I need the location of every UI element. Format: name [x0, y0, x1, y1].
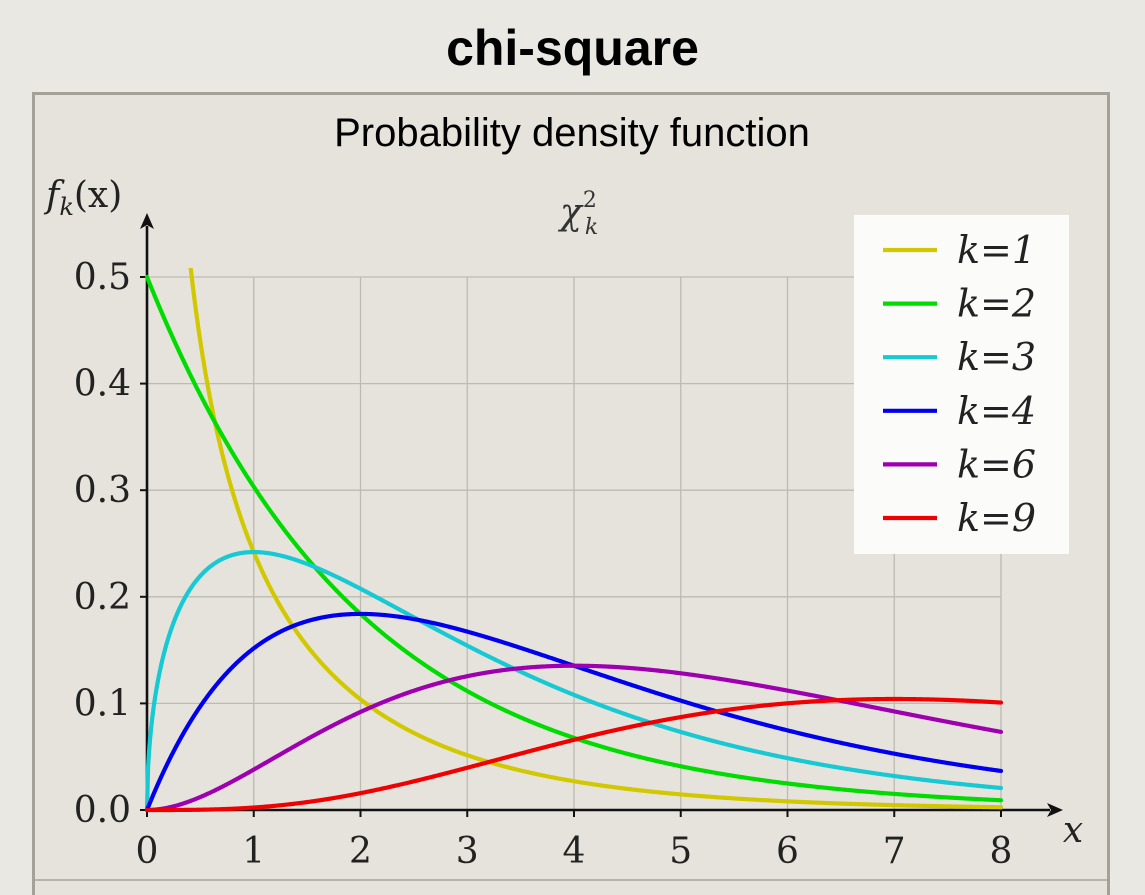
x-tick-label: 8 [990, 831, 1013, 872]
x-tick-label: 0 [136, 831, 159, 872]
page-title: chi-square [446, 20, 699, 76]
tick-labels: 0 1 2 3 4 5 6 7 8 0.0 0.1 0.2 0.3 0.4 0.5 [74, 257, 1013, 872]
y-tick-label: 0.5 [74, 257, 131, 298]
chart-title: Probability density function [334, 111, 810, 155]
y-axis-arrow [140, 213, 154, 229]
legend-label-k3: k=3 [957, 335, 1036, 379]
x-tick-label: 2 [349, 831, 372, 872]
series-lines [144, 268, 1004, 813]
x-tick-label: 4 [563, 831, 586, 872]
legend-box [854, 215, 1069, 554]
legend-label-k9: k=9 [957, 496, 1036, 540]
x-tick-label: 3 [456, 831, 479, 872]
legend-label-k1: k=1 [957, 228, 1036, 272]
legend-label-k6: k=6 [957, 442, 1036, 486]
x-tick-label: 7 [883, 831, 906, 872]
y-tick-label: 0.2 [74, 577, 131, 618]
legend: k=1 k=2 k=3 k=4 k=6 k=9 [854, 215, 1069, 554]
series-line-k1 [188, 268, 1004, 810]
legend-entries: k=1 k=2 k=3 k=4 k=6 k=9 [883, 228, 1036, 540]
y-axis-label: fk(x) [43, 175, 122, 221]
x-tick-label: 5 [669, 831, 692, 872]
series-line-k9 [144, 696, 1004, 813]
chart-subtitle: χ2 k [557, 188, 598, 240]
y-tick-label: 0.1 [74, 683, 131, 724]
y-tick-label: 0.0 [74, 790, 131, 831]
axes [140, 213, 1063, 817]
x-axis-arrow [1047, 803, 1063, 817]
legend-label-k4: k=4 [957, 389, 1036, 433]
series-line-k3 [144, 549, 1004, 813]
x-tick-label: 1 [242, 831, 265, 872]
series-line-k6 [144, 663, 1004, 813]
x-axis-label: x [1063, 810, 1083, 851]
y-tick-label: 0.3 [74, 470, 131, 511]
legend-label-k2: k=2 [957, 282, 1036, 326]
y-tick-label: 0.4 [74, 364, 131, 405]
x-tick-label: 6 [776, 831, 799, 872]
caption-divider [35, 879, 1107, 881]
